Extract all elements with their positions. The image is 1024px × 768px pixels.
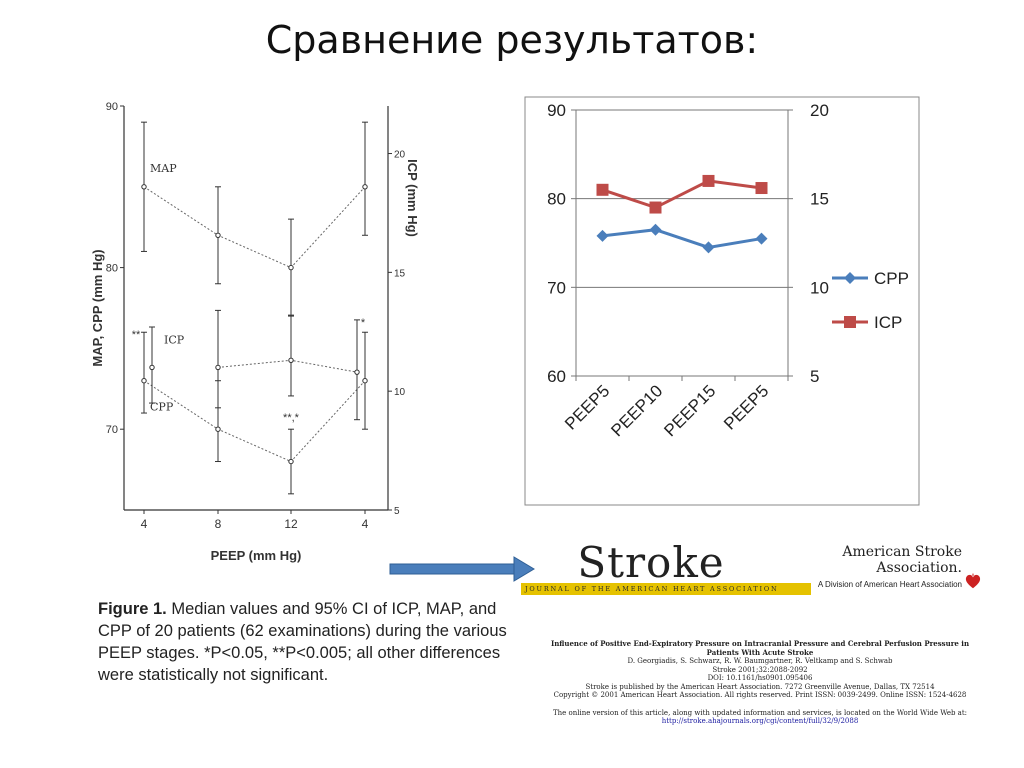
data-point-icp	[288, 357, 294, 363]
article-url[interactable]: http://stroke.ahajournals.org/cgi/conten…	[661, 717, 859, 725]
series-line-map	[143, 186, 366, 269]
right-tick-label: 10	[810, 278, 829, 297]
heart-torch-icon	[965, 572, 981, 589]
data-point-cpp	[288, 458, 294, 465]
data-point-map	[362, 184, 368, 190]
association-division: A Division of American Heart Association	[817, 580, 962, 589]
journal-logo: Stroke JOURNAL OF THE AMERICAN HEART ASS…	[521, 538, 811, 595]
right-tick-label: 20	[810, 101, 829, 120]
legend-label-icp: ICP	[874, 313, 902, 332]
data-point-map	[215, 232, 221, 238]
right-tick-label: 20	[394, 150, 406, 161]
right-tick-label: 15	[394, 268, 406, 279]
figure-caption: Figure 1. Median values and 95% CI of IC…	[98, 598, 518, 686]
caption-text: Median values and 95% CI of ICP, MAP, an…	[98, 600, 507, 684]
series-label-icp: ICP	[164, 333, 185, 346]
article-title: Influence of Positive End-Expiratory Pre…	[550, 639, 970, 657]
data-point-icp	[354, 369, 360, 375]
series-line-icp	[602, 179, 762, 210]
significance-marker: **,*	[283, 412, 300, 424]
scanned-figure-chart: 90 80 70 20 15 10 5 4 8 12 4 PEEP (mm Hg) MAP, CPP (…	[90, 101, 418, 563]
left-tick-label: 80	[106, 263, 118, 275]
legend-label-cpp: CPP	[874, 269, 909, 288]
article-citation: Stroke 2001;32:2088-2092	[712, 665, 808, 674]
significance-marker: **	[132, 329, 141, 341]
journal-banner: JOURNAL OF THE AMERICAN HEART ASSOCIATIO…	[521, 583, 811, 595]
article-copyright: Copyright © 2001 American Heart Associat…	[553, 691, 967, 699]
x-axis-label: PEEP (mm Hg)	[211, 548, 302, 563]
x-tick-label: 8	[215, 517, 222, 531]
association-name: American Stroke Association.	[842, 544, 962, 576]
right-tick-label: 10	[394, 387, 406, 398]
x-tick-label: 12	[284, 517, 298, 531]
article-authors: D. Georgiadis, S. Schwarz, R. W. Baumgar…	[627, 657, 893, 665]
data-point-cpp	[596, 229, 609, 242]
data-point-cpp	[362, 378, 368, 384]
left-tick-label: 80	[547, 190, 566, 209]
data-point-cpp	[215, 426, 221, 432]
article-publisher: Stroke is published by the American Hear…	[585, 682, 935, 691]
significance-marker: *	[361, 317, 366, 329]
data-point-map	[288, 264, 294, 271]
data-point-cpp	[649, 223, 662, 236]
left-axis-label: MAP, CPP (mm Hg)	[90, 249, 105, 366]
journal-name: Stroke	[577, 538, 725, 587]
legend-marker-cpp	[844, 272, 856, 284]
series-line-cpp	[143, 380, 366, 463]
legend-marker-icp	[844, 316, 856, 328]
x-tick-label: 4	[362, 517, 369, 531]
arrow-right-icon	[389, 556, 535, 582]
article-online-note: The online version of this article, alon…	[552, 708, 968, 717]
right-tick-label: 15	[810, 190, 829, 209]
figure-label: Figure 1.	[98, 600, 167, 618]
left-tick-label: 90	[106, 101, 118, 113]
series-line-icp	[217, 359, 358, 373]
association-logo: American Stroke Association. A Division …	[812, 544, 962, 589]
left-tick-label: 70	[106, 424, 118, 436]
data-point-cpp	[755, 232, 768, 245]
x-tick-label: 4	[141, 517, 148, 531]
data-point-icp	[702, 174, 715, 187]
data-point-cpp	[702, 241, 715, 254]
slide-title: Сравнение результатов:	[265, 18, 759, 62]
data-point-icp	[215, 364, 221, 371]
chart-frame	[524, 96, 920, 506]
data-point-icp	[149, 364, 155, 371]
right-axis-label: ICP (mm Hg)	[405, 159, 418, 237]
series-label-map: MAP	[150, 162, 177, 175]
data-point-icp	[596, 183, 609, 196]
right-tick-label: 5	[394, 506, 400, 517]
data-point-icp	[755, 182, 768, 195]
data-point-icp	[649, 201, 662, 214]
series-line-cpp	[602, 228, 762, 249]
left-tick-label: 70	[547, 278, 566, 297]
series-label-cpp: CPP	[150, 401, 174, 414]
right-tick-label: 5	[810, 367, 819, 386]
left-tick-label: 90	[547, 101, 566, 120]
data-point-cpp	[141, 378, 147, 384]
data-point-map	[141, 184, 147, 190]
left-tick-label: 60	[547, 367, 566, 386]
article-doi: DOI: 10.1161/hs0901.095406	[707, 674, 813, 682]
article-reference: Influence of Positive End-Expiratory Pre…	[545, 639, 975, 726]
